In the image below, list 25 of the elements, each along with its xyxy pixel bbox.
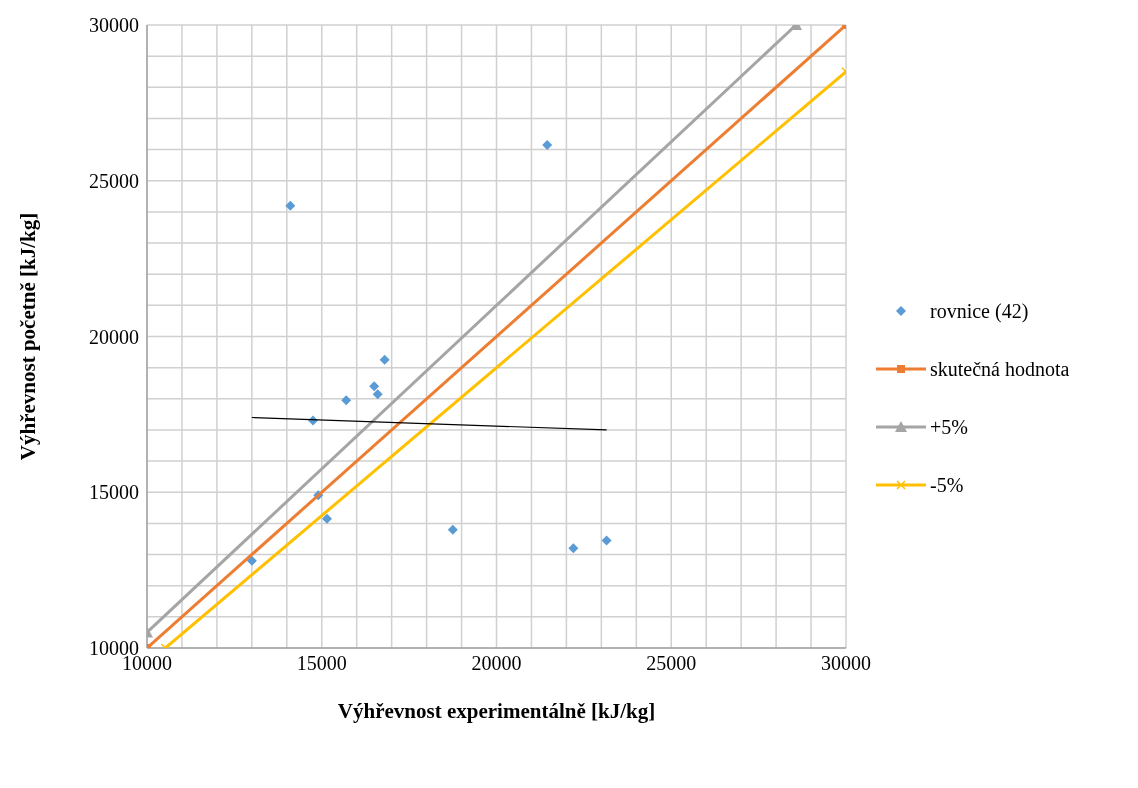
point bbox=[568, 543, 579, 554]
legend-label: rovnice (42) bbox=[930, 299, 1029, 323]
point bbox=[542, 139, 553, 150]
point bbox=[341, 395, 352, 406]
legend-label: skutečná hodnota bbox=[930, 357, 1070, 381]
point bbox=[379, 354, 390, 365]
x-tick-label: 25000 bbox=[646, 652, 697, 675]
point bbox=[246, 555, 257, 566]
legend-label: +5% bbox=[930, 415, 968, 439]
y-axis-title: Výhřevnost početně [kJ/kg] bbox=[16, 212, 41, 461]
point bbox=[372, 389, 383, 400]
x-tick-label: 20000 bbox=[471, 652, 522, 675]
point bbox=[447, 524, 458, 535]
x-tick-label: 30000 bbox=[821, 652, 871, 675]
y-tick-label: 15000 bbox=[89, 481, 139, 504]
y-tick-label: 30000 bbox=[89, 14, 139, 37]
x-tick-label: 15000 bbox=[296, 652, 347, 675]
point bbox=[285, 200, 296, 211]
point bbox=[369, 381, 380, 392]
point bbox=[601, 535, 612, 546]
legend-label: -5% bbox=[930, 473, 964, 497]
y-tick-label: 20000 bbox=[89, 325, 139, 348]
point bbox=[321, 513, 332, 524]
x-axis-title: Výhřevnost experimentálně [kJ/kg] bbox=[337, 699, 656, 723]
y-tick-label: 25000 bbox=[89, 169, 139, 192]
